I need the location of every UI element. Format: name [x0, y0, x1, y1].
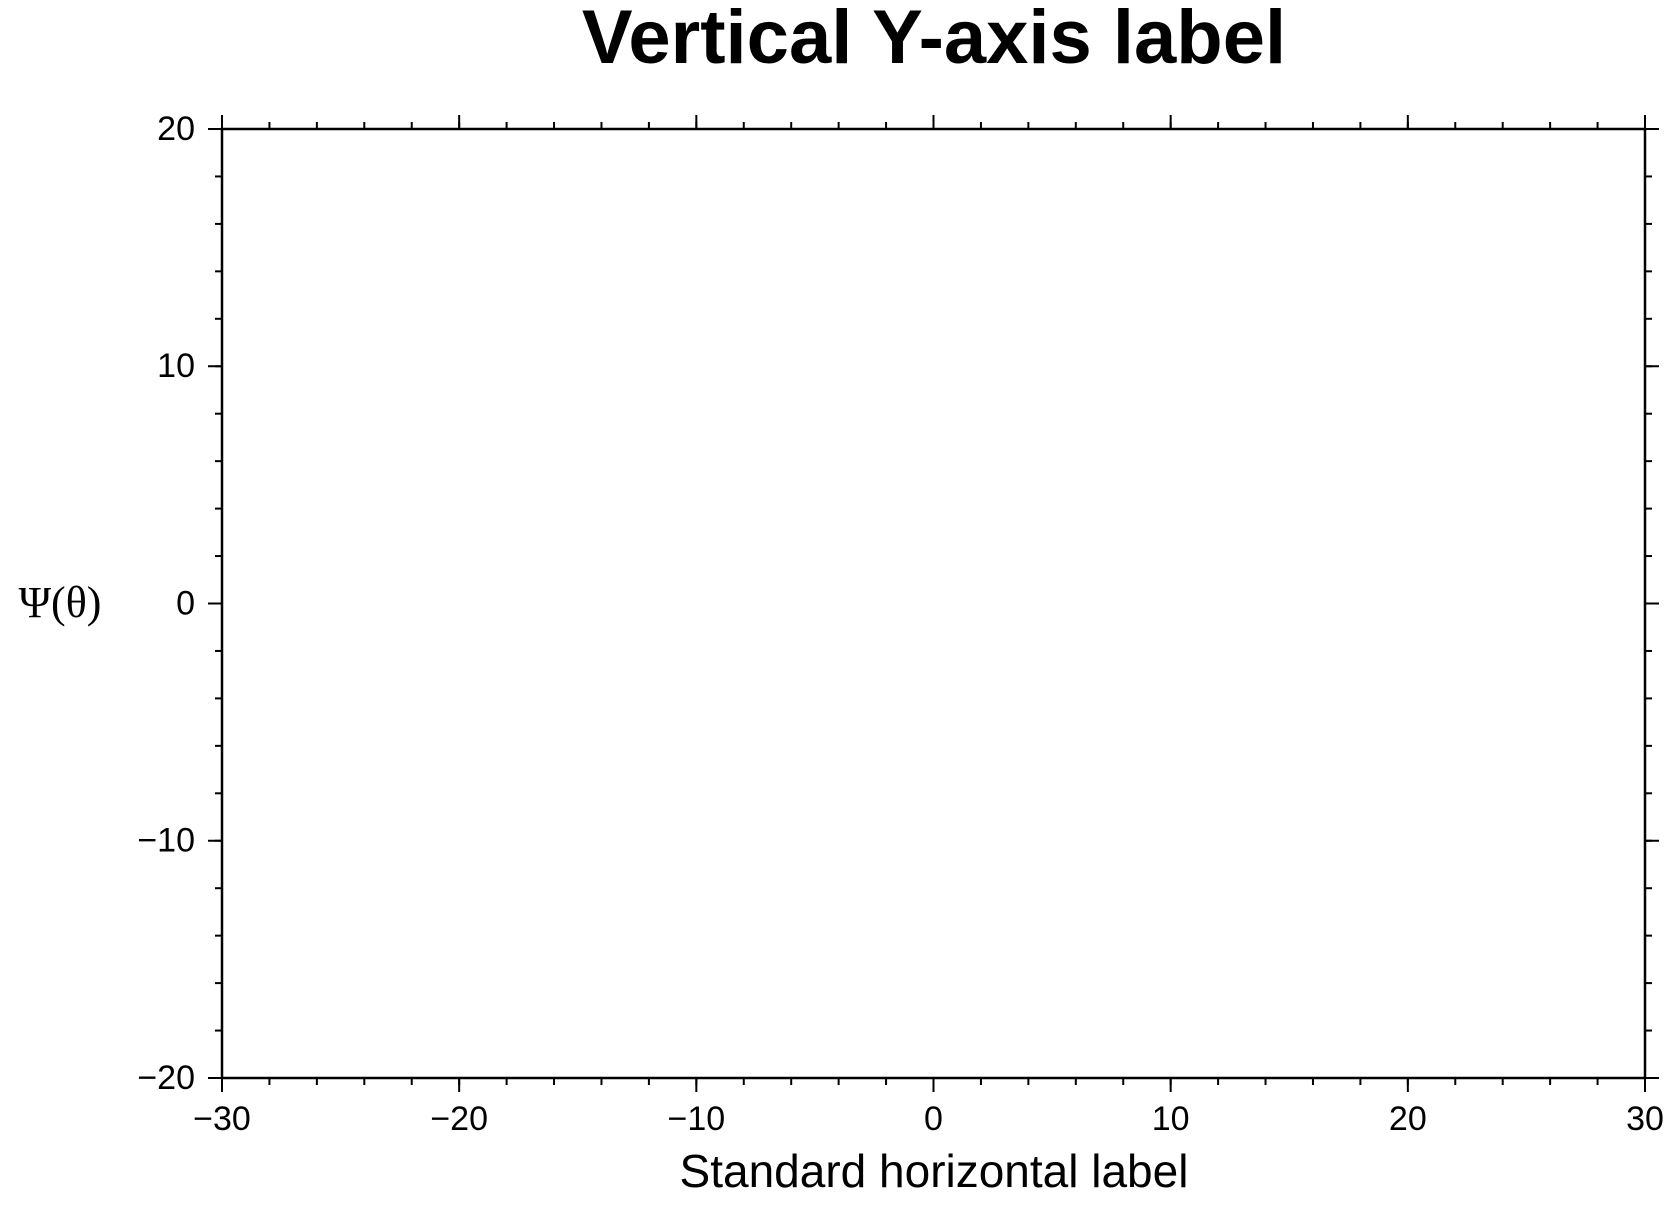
y-tick-label: 20 [157, 110, 195, 148]
x-tick-label: 10 [1152, 1100, 1190, 1138]
y-tick-label: −20 [137, 1059, 195, 1097]
y-tick-label: 10 [157, 347, 195, 385]
y-axis-label: Ψ(θ) [19, 578, 102, 627]
plot-frame [220, 127, 1647, 1080]
y-tick-label: −10 [137, 822, 195, 860]
y-tick-label: 0 [176, 584, 195, 622]
x-tick-label: 20 [1389, 1100, 1427, 1138]
x-tick-label: −10 [667, 1100, 725, 1138]
x-tick-label: 30 [1626, 1100, 1664, 1138]
x-tick-label: −30 [193, 1100, 251, 1138]
x-axis-label: Standard horizontal label [680, 1145, 1189, 1197]
x-tick-label: 0 [924, 1100, 943, 1138]
chart-title: Vertical Y-axis label [582, 0, 1286, 80]
x-tick-label: −20 [430, 1100, 488, 1138]
